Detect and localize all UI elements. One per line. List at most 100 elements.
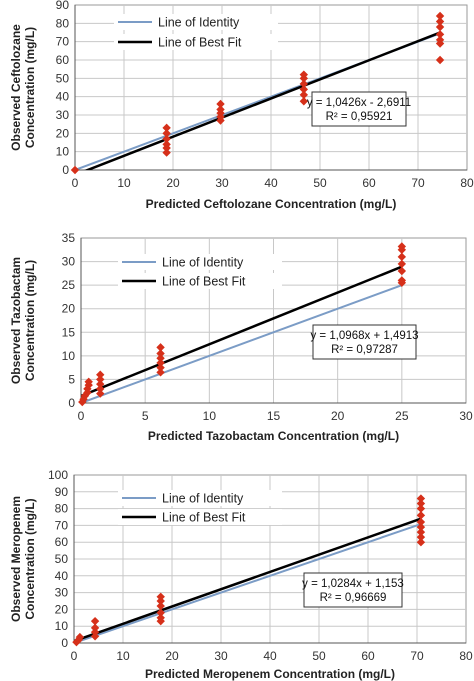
data-point <box>397 259 407 269</box>
chart-panel-3: 0 10 20 30 40 50 60 70 80 0 10 20 30 40 50 60 70 80 90 100 P… <box>9 468 473 681</box>
y-axis-title-line: Observed Tazobactam <box>9 257 23 384</box>
data-point <box>216 99 225 109</box>
y-tick-label: 80 <box>56 16 70 30</box>
equation-box: y = 1,0968x + 1,4913 R² = 0,97287 <box>310 324 419 360</box>
x-tick-label: 50 <box>313 176 327 190</box>
y-tick-label: 10 <box>56 145 70 159</box>
y-tick-label: 20 <box>62 302 76 316</box>
data-point <box>397 242 407 251</box>
r-squared-value: R² = 0,97287 <box>331 344 398 356</box>
x-tick-label: 20 <box>331 409 345 423</box>
y-axis-title-line: Observed Meropenem <box>9 496 23 622</box>
x-tick-label: 30 <box>214 649 228 663</box>
data-point <box>83 384 92 394</box>
x-tick-label: 60 <box>361 649 375 663</box>
y-tick-label: 60 <box>56 53 70 67</box>
x-tick-label: 80 <box>459 649 473 663</box>
data-point <box>397 252 407 262</box>
y-tick-label: 25 <box>62 278 76 292</box>
x-axis-title: Predicted Ceftolozane Concentration (mg/… <box>146 197 397 211</box>
y-tick-label: 20 <box>55 602 69 616</box>
data-point <box>416 499 426 508</box>
data-point <box>435 35 445 45</box>
data-point <box>162 129 171 138</box>
chart-panel-2: 0 5 10 15 20 25 30 0 5 10 15 20 25 30 35 Predicted Tazo… <box>9 231 473 443</box>
data-point <box>416 538 426 547</box>
legend-background <box>118 273 282 289</box>
y-tick-label: 15 <box>62 325 76 339</box>
x-tick-label: 10 <box>116 649 130 663</box>
legend-best-fit-label: Line of Best Fit <box>162 275 246 289</box>
legend-background <box>114 14 278 30</box>
data-point <box>216 105 225 114</box>
y-tick-label: 80 <box>55 502 69 516</box>
y-tick-label: 70 <box>56 35 70 49</box>
y-axis-title: Observed MeropenemConcentration (mg/L) <box>9 496 37 622</box>
regression-equation: y = 1,0284x + 1,153 <box>302 578 404 590</box>
y-tick-label: 30 <box>56 108 70 122</box>
data-point <box>397 276 407 285</box>
data-point <box>79 395 88 404</box>
y-tick-label: 100 <box>48 468 68 482</box>
y-tick-label: 70 <box>55 518 69 532</box>
x-tick-label: 0 <box>78 409 85 423</box>
data-point <box>96 379 105 389</box>
data-point <box>84 377 93 386</box>
data-point <box>416 527 426 537</box>
x-tick-label: 0 <box>72 176 79 190</box>
data-point <box>96 370 105 379</box>
x-tick-label: 20 <box>165 649 179 663</box>
equation-box-frame <box>312 324 417 360</box>
data-point <box>72 637 81 647</box>
y-tick-label: 10 <box>55 619 69 633</box>
data-point <box>416 522 426 532</box>
data-point <box>435 55 445 65</box>
x-tick-label: 60 <box>362 176 376 190</box>
best-fit-line <box>81 265 403 398</box>
x-tick-label: 50 <box>312 649 326 663</box>
data-point <box>435 22 445 32</box>
legend: Line of Identity Line of Best Fit <box>118 254 282 289</box>
data-point <box>96 384 105 394</box>
data-point <box>299 90 309 100</box>
y-axis-title-line: Concentration (mg/L) <box>23 498 37 619</box>
data-point <box>162 140 171 149</box>
data-point <box>90 616 100 626</box>
y-tick-label: 5 <box>68 372 75 386</box>
y-axis-title-line: Observed Ceftolozane <box>9 24 23 151</box>
data-point <box>299 79 309 89</box>
legend-background <box>118 490 282 506</box>
legend-identity-label: Line of Identity <box>162 256 244 270</box>
data-point <box>156 363 165 372</box>
y-tick-label: 30 <box>62 255 76 269</box>
data-point <box>70 165 80 175</box>
data-point <box>416 532 426 542</box>
y-tick-label: 50 <box>56 71 70 85</box>
data-point <box>435 30 445 39</box>
legend-background <box>114 34 278 50</box>
data-point <box>156 592 165 601</box>
identity-line <box>81 284 403 403</box>
data-point <box>299 70 309 79</box>
legend: Line of Identity Line of Best Fit <box>114 14 278 50</box>
y-tick-label: 35 <box>62 231 76 245</box>
x-axis-title: Predicted Meropenem Concentration (mg/L) <box>145 667 395 681</box>
legend-background <box>118 509 282 525</box>
data-point <box>162 134 171 144</box>
data-point <box>96 375 105 384</box>
data-point <box>435 17 445 26</box>
data-point <box>156 349 165 358</box>
legend-identity-label: Line of Identity <box>158 16 240 30</box>
data-point <box>156 601 165 611</box>
x-axis-title: Predicted Tazobactam Concentration (mg/L… <box>148 429 399 443</box>
data-point <box>416 517 426 527</box>
x-tick-label: 40 <box>264 176 278 190</box>
data-point <box>156 358 165 368</box>
x-tick-label: 15 <box>267 409 281 423</box>
y-axis-title: Observed CeftolozaneConcentration (mg/L) <box>9 24 37 151</box>
data-point <box>156 343 165 352</box>
x-tick-label: 70 <box>410 649 424 663</box>
y-tick-label: 40 <box>55 569 69 583</box>
best-fit-line <box>74 517 422 643</box>
legend-identity-label: Line of Identity <box>162 492 244 506</box>
